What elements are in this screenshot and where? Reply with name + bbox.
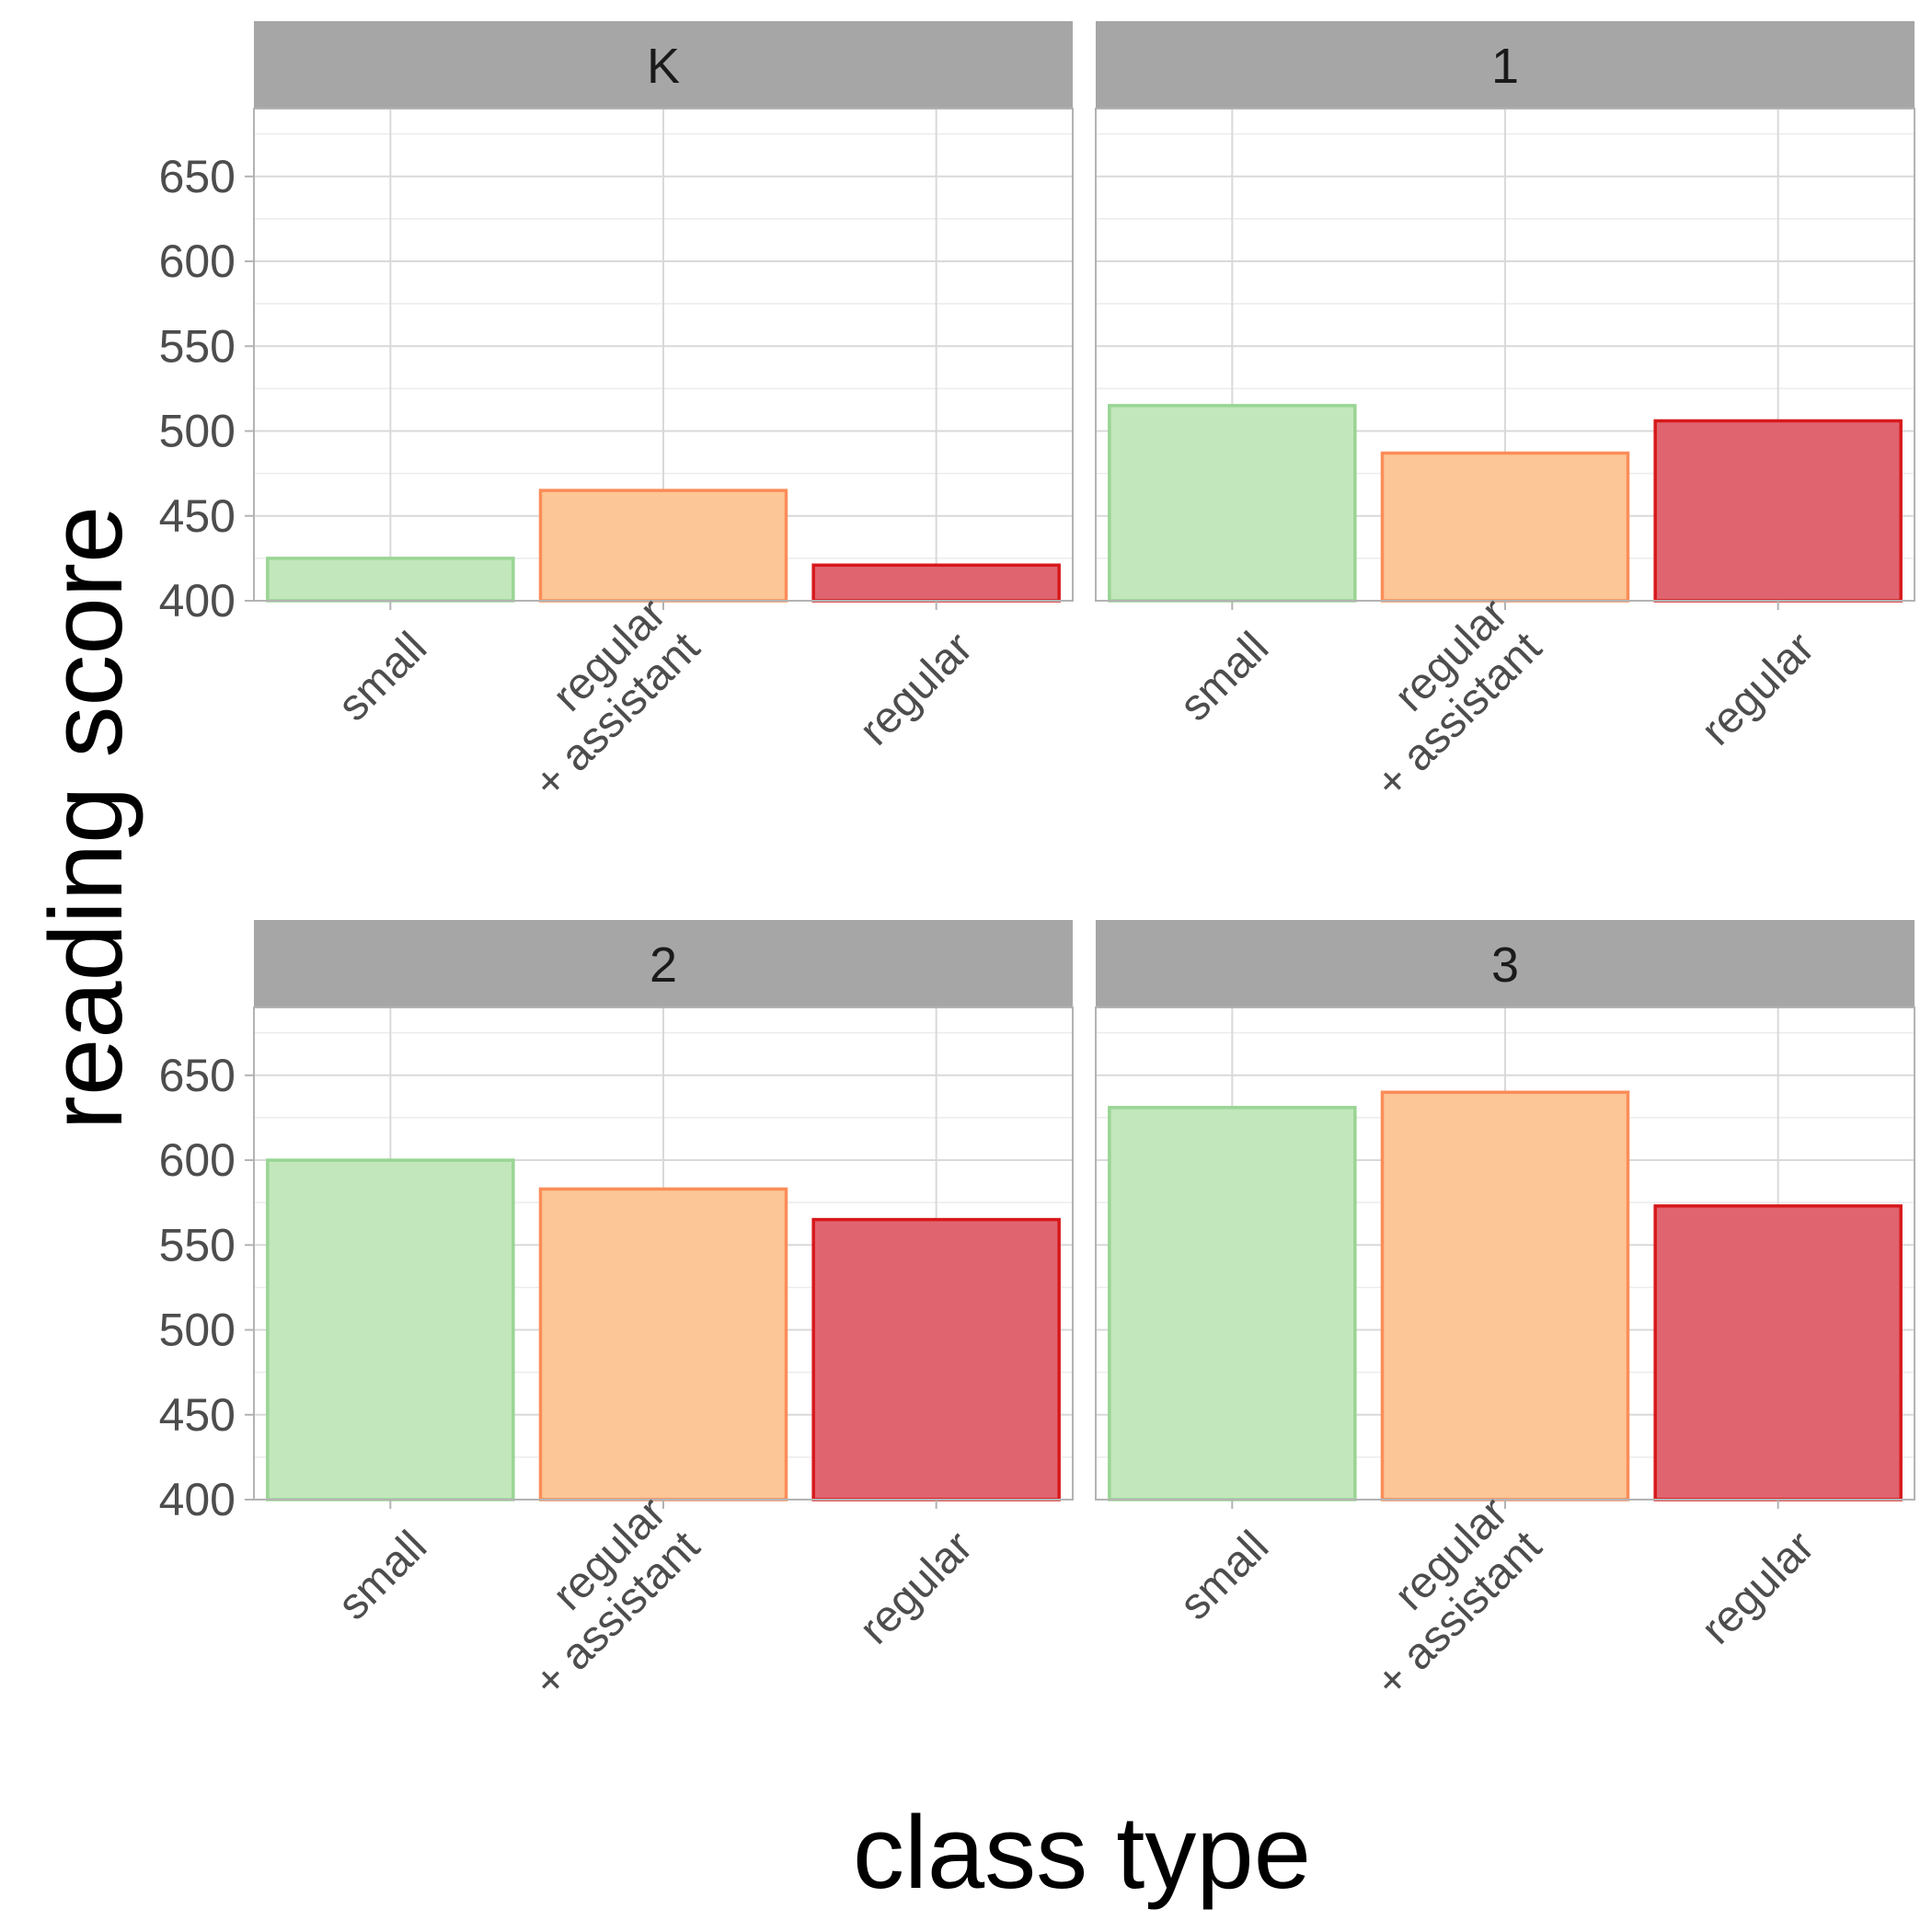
x-tick-label: regular: [850, 623, 982, 754]
facet-strip-label: 2: [650, 937, 677, 993]
y-tick-label: 550: [159, 320, 236, 372]
bar: [266, 557, 515, 603]
bar: [266, 1158, 515, 1501]
y-tick-label: 550: [159, 1219, 236, 1271]
x-tick-label: regular: [850, 1522, 982, 1653]
bar: [811, 563, 1061, 603]
x-tick-label: small: [1170, 623, 1278, 730]
bar: [811, 1217, 1061, 1501]
x-tick-label: regular: [1692, 1522, 1823, 1653]
bar: [1653, 1204, 1903, 1501]
facet-panel: K 400 450 500 550 600 650 small regular+ assista…: [159, 21, 1074, 808]
facet-strip: [254, 21, 1073, 109]
bar: [1380, 451, 1630, 603]
facet-panel: 2 400 450 500 550 600 650 small regular+ assista…: [159, 920, 1074, 1707]
facet-panels: K 400 450 500 550 600 650 small regular+ assista…: [159, 21, 1915, 1707]
facet-strip-label: 1: [1491, 39, 1519, 94]
x-tick-label: regular+ assistant: [1332, 1489, 1550, 1707]
x-tick-label: small: [328, 623, 436, 730]
y-tick-label: 450: [159, 490, 236, 542]
facet-panel: 3 small regular+ assistant regular: [1095, 920, 1915, 1707]
bar: [1653, 419, 1903, 603]
y-tick-label: 600: [159, 1134, 236, 1186]
y-axis-title: reading score: [29, 506, 144, 1131]
bar: [1108, 404, 1357, 603]
bar: [1380, 1090, 1630, 1501]
x-tick-label: small: [1170, 1522, 1278, 1629]
y-tick-label: 500: [159, 1305, 236, 1356]
y-tick-label: 500: [159, 406, 236, 457]
x-tick-label: regular+ assistant: [490, 590, 708, 808]
y-tick-label: 650: [159, 1050, 236, 1101]
facet-strip-label: 3: [1491, 937, 1519, 993]
y-tick-label: 650: [159, 151, 236, 202]
bar: [538, 1187, 788, 1501]
y-tick-label: 450: [159, 1389, 236, 1441]
x-tick-label: regular+ assistant: [1332, 590, 1550, 808]
x-tick-label: regular: [1692, 623, 1823, 754]
x-axis-title: class type: [853, 1795, 1311, 1910]
facet-strip: [1096, 21, 1915, 109]
facet-strip: [1096, 920, 1915, 1007]
y-tick-label: 400: [159, 1474, 236, 1525]
y-tick-label: 600: [159, 236, 236, 287]
facet-strip: [254, 920, 1073, 1007]
facet-panel: 1 small regular+ assistant regular: [1095, 21, 1915, 808]
y-tick-label: 400: [159, 575, 236, 627]
facet-strip-label: K: [647, 39, 680, 94]
bar: [1108, 1106, 1357, 1501]
x-tick-label: regular+ assistant: [490, 1489, 708, 1707]
bar: [538, 489, 788, 603]
x-tick-label: small: [328, 1522, 436, 1629]
